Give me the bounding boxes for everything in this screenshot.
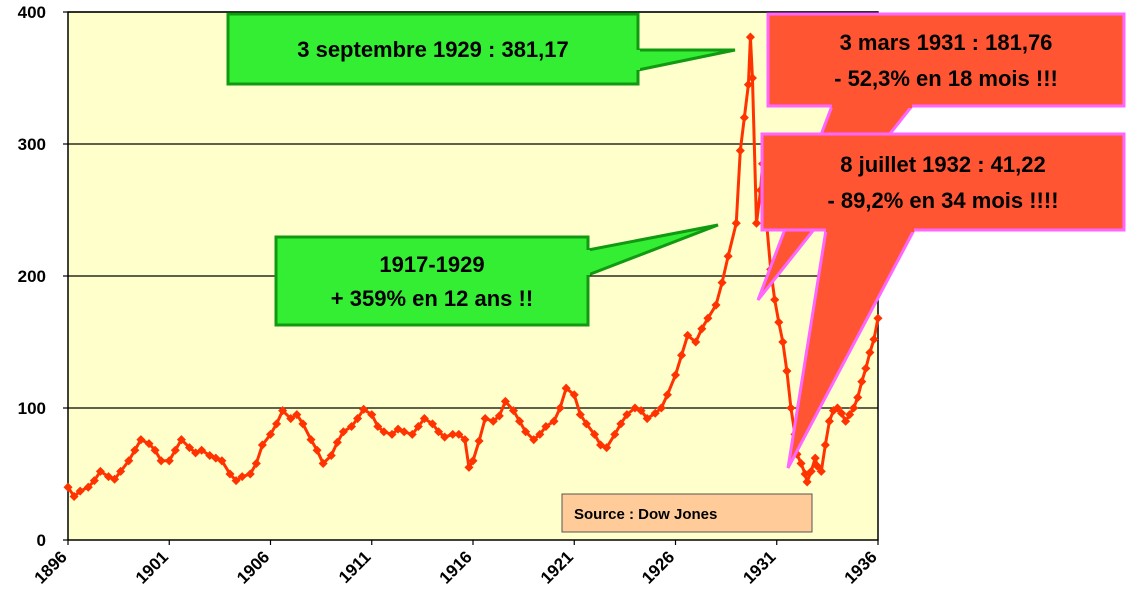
data-point xyxy=(610,429,620,439)
data-point xyxy=(95,466,105,476)
data-point xyxy=(662,390,672,400)
data-point xyxy=(589,429,600,439)
data-point xyxy=(130,445,140,455)
x-tick-label: 1936 xyxy=(841,547,881,587)
data-point xyxy=(739,113,749,123)
x-tick-label: 1901 xyxy=(132,547,172,587)
data-point xyxy=(156,456,166,466)
source-label: Source : Dow Jones xyxy=(574,506,717,523)
data-point xyxy=(231,476,241,486)
callout-1: 3 septembre 1929 : 381,17 xyxy=(226,12,736,86)
callout-box xyxy=(274,235,590,327)
data-point xyxy=(683,330,693,340)
data-point xyxy=(116,466,126,476)
data-point xyxy=(569,390,579,400)
x-tick-label: 1921 xyxy=(537,547,577,587)
x-axis-ticks: 1896 1901 1906 1911 1916 1921 1926 1931 1936 xyxy=(31,540,881,588)
y-tick-label: 300 xyxy=(18,135,46,154)
callout-text: 8 juillet 1932 : 41,22 xyxy=(840,152,1045,177)
y-axis-ticks: 0 100 200 300 400 xyxy=(18,3,68,550)
data-point xyxy=(184,443,195,453)
data-point xyxy=(75,486,85,496)
data-point xyxy=(616,419,626,429)
x-tick-label: 1896 xyxy=(31,547,71,587)
data-point xyxy=(245,469,255,479)
x-tick-label: 1906 xyxy=(233,547,273,587)
callout-4: 8 juillet 1932 : 41,22 - 89,2% en 34 mois… xyxy=(760,132,1126,469)
x-tick-label: 1931 xyxy=(739,547,779,587)
data-point xyxy=(176,435,186,445)
source-box-rect xyxy=(561,493,813,533)
callout-box xyxy=(760,132,1126,232)
callout-text: - 52,3% en 18 mois !!! xyxy=(834,66,1058,91)
data-point xyxy=(170,445,180,455)
data-point xyxy=(873,313,883,323)
data-point xyxy=(197,445,207,455)
y-tick-label: 100 xyxy=(18,399,46,418)
data-point xyxy=(841,416,851,426)
data-point xyxy=(124,456,134,466)
data-point xyxy=(820,440,830,450)
data-point xyxy=(861,363,871,373)
y-tick-label: 0 xyxy=(37,531,46,550)
data-point xyxy=(136,435,146,445)
data-point xyxy=(812,461,822,471)
data-point xyxy=(697,324,707,334)
data-point xyxy=(869,334,879,344)
data-point xyxy=(529,435,539,445)
callout-box xyxy=(226,12,640,86)
y-tick-label: 200 xyxy=(18,267,46,286)
callout-text: 1917-1929 xyxy=(379,252,484,277)
callouts: 3 septembre 1929 : 381,17 1917-1929 + 359%… xyxy=(226,12,1126,469)
x-tick-label: 1926 xyxy=(638,547,678,587)
callout-text: + 359% en 12 ans !! xyxy=(331,286,533,311)
callout-text: 3 mars 1931 : 181,76 xyxy=(840,30,1053,55)
callout-2: 1917-1929 + 359% en 12 ans !! xyxy=(274,223,719,327)
data-point xyxy=(144,439,154,449)
data-point xyxy=(806,466,816,476)
y-tick-label: 400 xyxy=(18,3,46,22)
data-point xyxy=(770,295,780,305)
data-point xyxy=(535,429,545,439)
data-point xyxy=(703,313,713,323)
data-point xyxy=(150,445,160,455)
data-point xyxy=(810,453,820,463)
data-point xyxy=(581,419,591,429)
data-point xyxy=(217,456,227,466)
data-point xyxy=(164,456,174,466)
callout-text: 3 septembre 1929 : 381,17 xyxy=(297,37,569,62)
data-point xyxy=(237,472,247,482)
x-tick-label: 1911 xyxy=(335,547,375,587)
source-box: Source : Dow Jones xyxy=(561,493,813,533)
data-point xyxy=(816,466,826,476)
callout-text: - 89,2% en 34 mois !!!! xyxy=(827,188,1058,213)
callout-box xyxy=(766,12,1126,108)
x-tick-label: 1916 xyxy=(436,547,476,587)
data-point xyxy=(225,469,235,479)
